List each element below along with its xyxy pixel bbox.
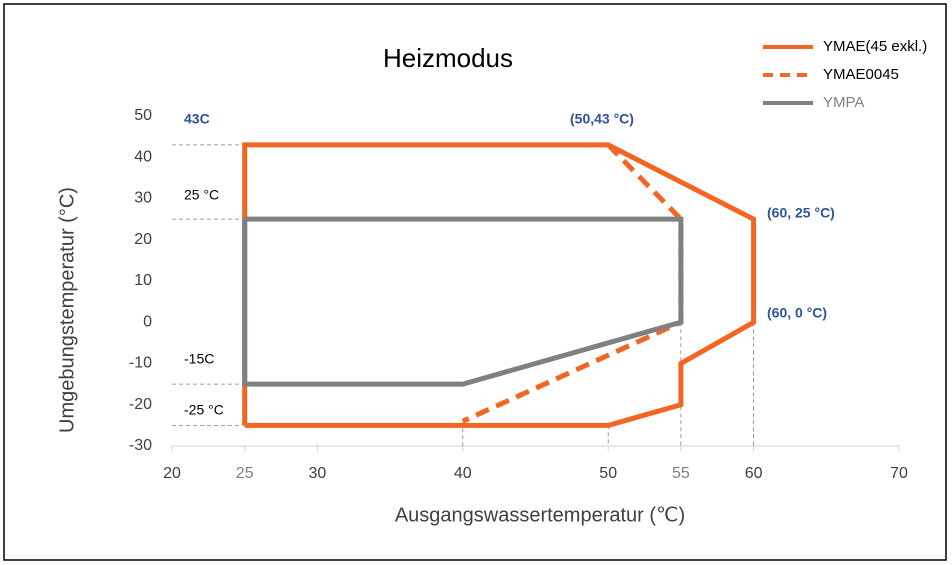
y-tick-label: 50 [134,107,152,124]
x-tick-label: 55 [672,465,690,482]
annotation: (60, 25 °C) [767,205,835,221]
y-tick-label: 0 [143,313,152,330]
x-tick-label: 30 [309,465,327,482]
y-tick-label: -30 [129,437,152,454]
y-tick-label: -20 [129,396,152,413]
series-line [242,142,757,428]
y-tick-label: 10 [134,272,152,289]
y-tick-label: 20 [134,231,152,248]
legend-label: YMPA [823,94,864,111]
x-tick-label: 20 [163,465,181,482]
legend-label: YMAE0045 [823,66,899,83]
annotation: -15C [184,351,214,367]
legend-label: YMAE(45 exkl.) [823,38,927,55]
x-tick-label: 25 [236,465,254,482]
x-tick-label: 50 [599,465,617,482]
x-tick-label: 60 [745,465,763,482]
annotation: -25 °C [184,402,224,418]
y-tick-label: 30 [134,190,152,207]
annotation: (60, 0 °C) [767,305,827,321]
x-axis-title: Ausgangswassertemperatur (℃) [395,504,685,526]
frame [3,3,947,561]
annotation: (50,43 °C) [570,111,634,127]
annotation: 25 °C [184,187,219,203]
x-tick-label: 70 [890,465,908,482]
series-line [242,216,684,387]
y-axis-title: Umgebungstemperatur (°C) [56,187,78,433]
y-tick-label: -10 [129,355,152,372]
annotation: 43C [184,111,210,127]
x-tick-label: 40 [454,465,472,482]
chart-title: Heizmodus [383,43,513,73]
y-tick-label: 40 [134,148,152,165]
